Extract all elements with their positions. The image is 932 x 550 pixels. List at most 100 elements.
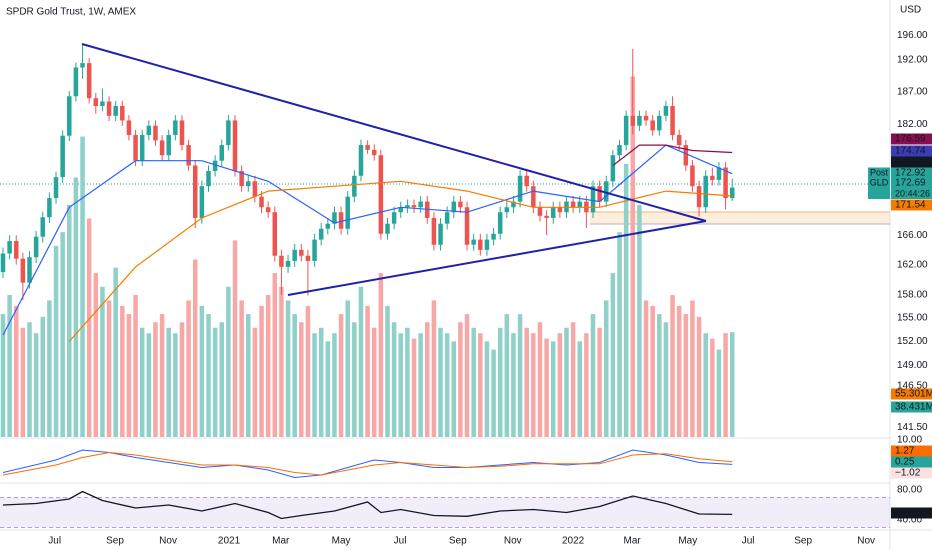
x-tick-label: Jul	[394, 536, 407, 547]
volume-bar	[590, 314, 596, 437]
candle-body	[438, 223, 443, 245]
volume-bar	[597, 327, 602, 437]
chart-title: SPDR Gold Trust, 1W, AMEX	[6, 7, 136, 18]
volume-bar	[683, 314, 689, 437]
volume-bar	[497, 327, 503, 437]
candle-body	[166, 135, 171, 156]
tag-prefix: GLD	[870, 177, 889, 187]
candle-body	[431, 217, 437, 245]
volume-bar	[305, 305, 311, 437]
candle-body	[444, 212, 450, 224]
candle-body	[272, 212, 278, 256]
volume-bar	[139, 327, 145, 437]
candle-body	[531, 186, 536, 208]
x-tick-label: Sep	[449, 536, 467, 547]
macd-line	[2, 451, 733, 476]
volume-bar	[637, 204, 642, 437]
volume-bar	[676, 305, 682, 437]
trendline	[81, 43, 707, 222]
candle-body	[126, 120, 132, 136]
volume-bar	[13, 305, 19, 437]
tag-prefix: Post	[870, 167, 889, 177]
candle-body	[478, 239, 483, 250]
macd-tick-label: 10.00	[897, 435, 922, 446]
x-tick-label: Sep	[106, 536, 124, 547]
tag-label: 38.431M	[895, 402, 932, 413]
rsi-tick-label: 80.00	[897, 485, 922, 496]
volume-bar	[246, 314, 251, 437]
candle-body	[604, 181, 609, 202]
volume-bar	[431, 300, 437, 437]
candle-body	[40, 217, 46, 237]
candle-body	[365, 145, 370, 150]
moving-average	[68, 180, 733, 342]
candle-body	[318, 228, 324, 240]
candle-body	[345, 196, 350, 229]
volume-bar	[723, 333, 728, 437]
candle-body	[305, 255, 311, 261]
volume-bar	[232, 240, 238, 437]
candle-body	[451, 201, 457, 213]
candle-body	[657, 115, 662, 131]
x-tick-label: Nov	[857, 536, 875, 547]
volume-bar	[265, 294, 271, 437]
candle-body	[0, 253, 6, 273]
candle-body	[13, 241, 19, 259]
tag-box	[891, 145, 932, 157]
volume-bar	[252, 327, 258, 437]
candle-body	[623, 115, 629, 146]
y-tick-label: 196.00	[897, 30, 928, 41]
volume-bar	[425, 322, 430, 437]
candle-body	[418, 201, 423, 208]
candle-body	[259, 196, 264, 208]
tag-box	[891, 167, 932, 179]
volume-bar	[272, 273, 278, 437]
candle-body	[663, 106, 669, 116]
currency: USD	[900, 5, 921, 16]
volume-bar	[0, 314, 6, 437]
volume-bar	[577, 341, 582, 437]
y-tick-label: 182.00	[897, 119, 928, 130]
volume-bar	[398, 333, 404, 437]
candle-body	[113, 106, 118, 116]
candle-body	[385, 223, 390, 234]
candle-body	[219, 145, 225, 161]
volume-bar	[199, 305, 205, 437]
volume-bar	[219, 322, 225, 437]
volume-bar	[491, 349, 496, 437]
volume-bar	[173, 333, 178, 437]
volume-bar	[285, 300, 291, 437]
candle-body	[186, 145, 191, 166]
volume-bar	[564, 327, 569, 437]
candle-body	[411, 205, 417, 208]
tag-box	[891, 401, 932, 413]
x-tick-label: Mar	[623, 536, 641, 547]
volume-bar	[279, 286, 284, 437]
volume-bar	[478, 333, 483, 437]
candle-body	[100, 101, 105, 107]
candle-body	[577, 201, 582, 208]
volume-bar	[663, 322, 669, 437]
y-tick-label: 166.00	[897, 230, 928, 241]
candle-body	[299, 249, 304, 256]
candle-body	[650, 120, 655, 131]
volume-bar	[630, 76, 636, 437]
y-tick-label: 149.00	[897, 360, 928, 371]
volume-bar	[146, 333, 152, 437]
volume-bar	[365, 305, 370, 437]
candle-body	[590, 186, 596, 213]
volume-bar	[716, 349, 722, 437]
candle-body	[703, 175, 708, 208]
volume-bar	[40, 316, 46, 437]
y-tick-label: 187.00	[897, 86, 928, 97]
candle-body	[391, 212, 397, 224]
candle-body	[524, 175, 529, 187]
volume-bar	[299, 322, 304, 437]
candle-body	[570, 201, 576, 208]
candle-body	[146, 125, 152, 136]
tag-box	[891, 177, 932, 199]
volume-bar	[159, 314, 165, 437]
candle-body	[716, 167, 722, 180]
candle-body	[517, 175, 523, 202]
candle-body	[491, 233, 496, 240]
